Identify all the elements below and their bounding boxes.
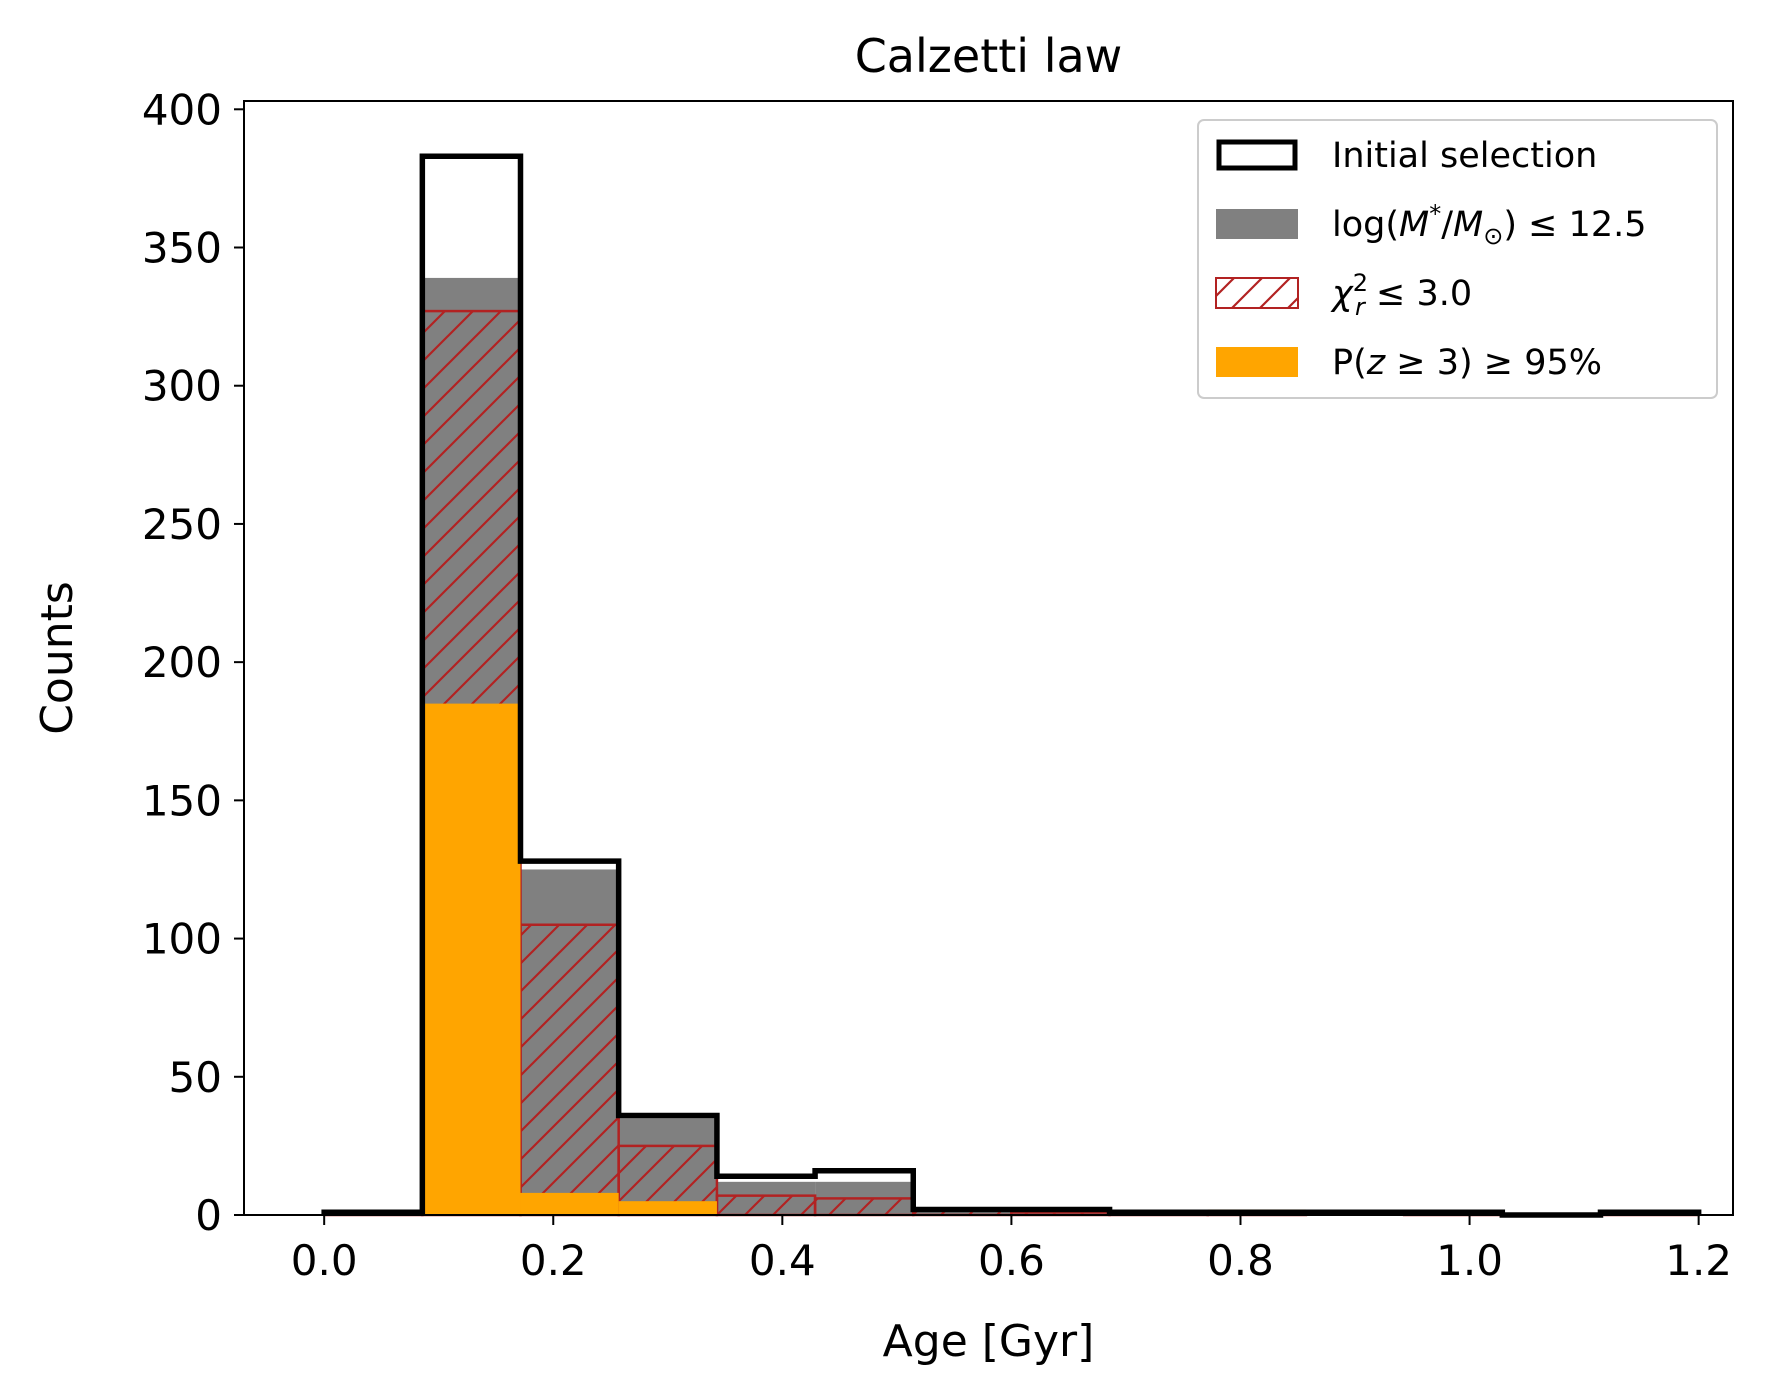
- bar-redshift-cut-2: [520, 1192, 619, 1215]
- x-tick-label: 1.2: [1665, 1236, 1732, 1285]
- x-tick-label: 0.8: [1207, 1236, 1274, 1285]
- bar-chi2-cut-2: [519, 923, 620, 1217]
- y-tick-label: 50: [169, 1053, 222, 1102]
- bar-chi2-cut-4: [715, 1194, 817, 1217]
- bar-chi2-cut-5: [813, 1197, 915, 1217]
- y-tick-label: 400: [142, 85, 222, 134]
- x-axis-ticks: 0.0 0.2 0.4 0.6 0.8 1.0 1.2: [291, 1215, 1732, 1285]
- x-tick-label: 0.0: [291, 1236, 358, 1285]
- x-tick-label: 1.0: [1436, 1236, 1503, 1285]
- y-tick-label: 100: [142, 915, 222, 964]
- legend-label-initial-selection: Initial selection: [1332, 136, 1597, 176]
- y-axis-ticks: 0 50 100 150 200 250 300 350 400: [142, 85, 244, 1240]
- y-tick-label: 150: [142, 776, 222, 825]
- bar-redshift-cut-1: [422, 703, 521, 1215]
- y-tick-label: 200: [142, 638, 222, 687]
- x-tick-label: 0.4: [749, 1236, 816, 1285]
- y-tick-label: 0: [195, 1191, 222, 1240]
- x-axis-label: Age [Gyr]: [883, 1316, 1095, 1367]
- bar-redshift-cut-3: [618, 1201, 717, 1215]
- y-axis-label: Counts: [32, 581, 83, 735]
- legend-label-mass-cut: log(M*/M⊙) ≤ 12.5: [1332, 200, 1647, 250]
- chart-title: Calzetti law: [855, 29, 1123, 83]
- legend-swatch-chi2-hatch: [1216, 278, 1298, 308]
- plot-frame: [243, 100, 1734, 1216]
- y-tick-label: 350: [142, 224, 222, 273]
- y-tick-label: 300: [142, 362, 222, 411]
- legend-box: [1197, 119, 1718, 399]
- histogram-bars: [321, 153, 1702, 1218]
- x-tick-label: 0.2: [520, 1236, 587, 1285]
- x-tick-label: 0.6: [978, 1236, 1045, 1285]
- legend-swatch-initial-selection: [1216, 139, 1298, 171]
- legend-swatch-redshift-cut: [1216, 347, 1298, 377]
- legend: Initial selection log(M*/M⊙) ≤ 12.5 χ2 r …: [1197, 119, 1718, 399]
- legend-label-chi2-cut: χ2 r ≤ 3.0: [1330, 269, 1472, 321]
- y-tick-label: 250: [142, 500, 222, 549]
- legend-swatch-mass-cut: [1216, 209, 1298, 239]
- legend-label-redshift-cut: P(z ≥ 3) ≥ 95%: [1332, 343, 1602, 383]
